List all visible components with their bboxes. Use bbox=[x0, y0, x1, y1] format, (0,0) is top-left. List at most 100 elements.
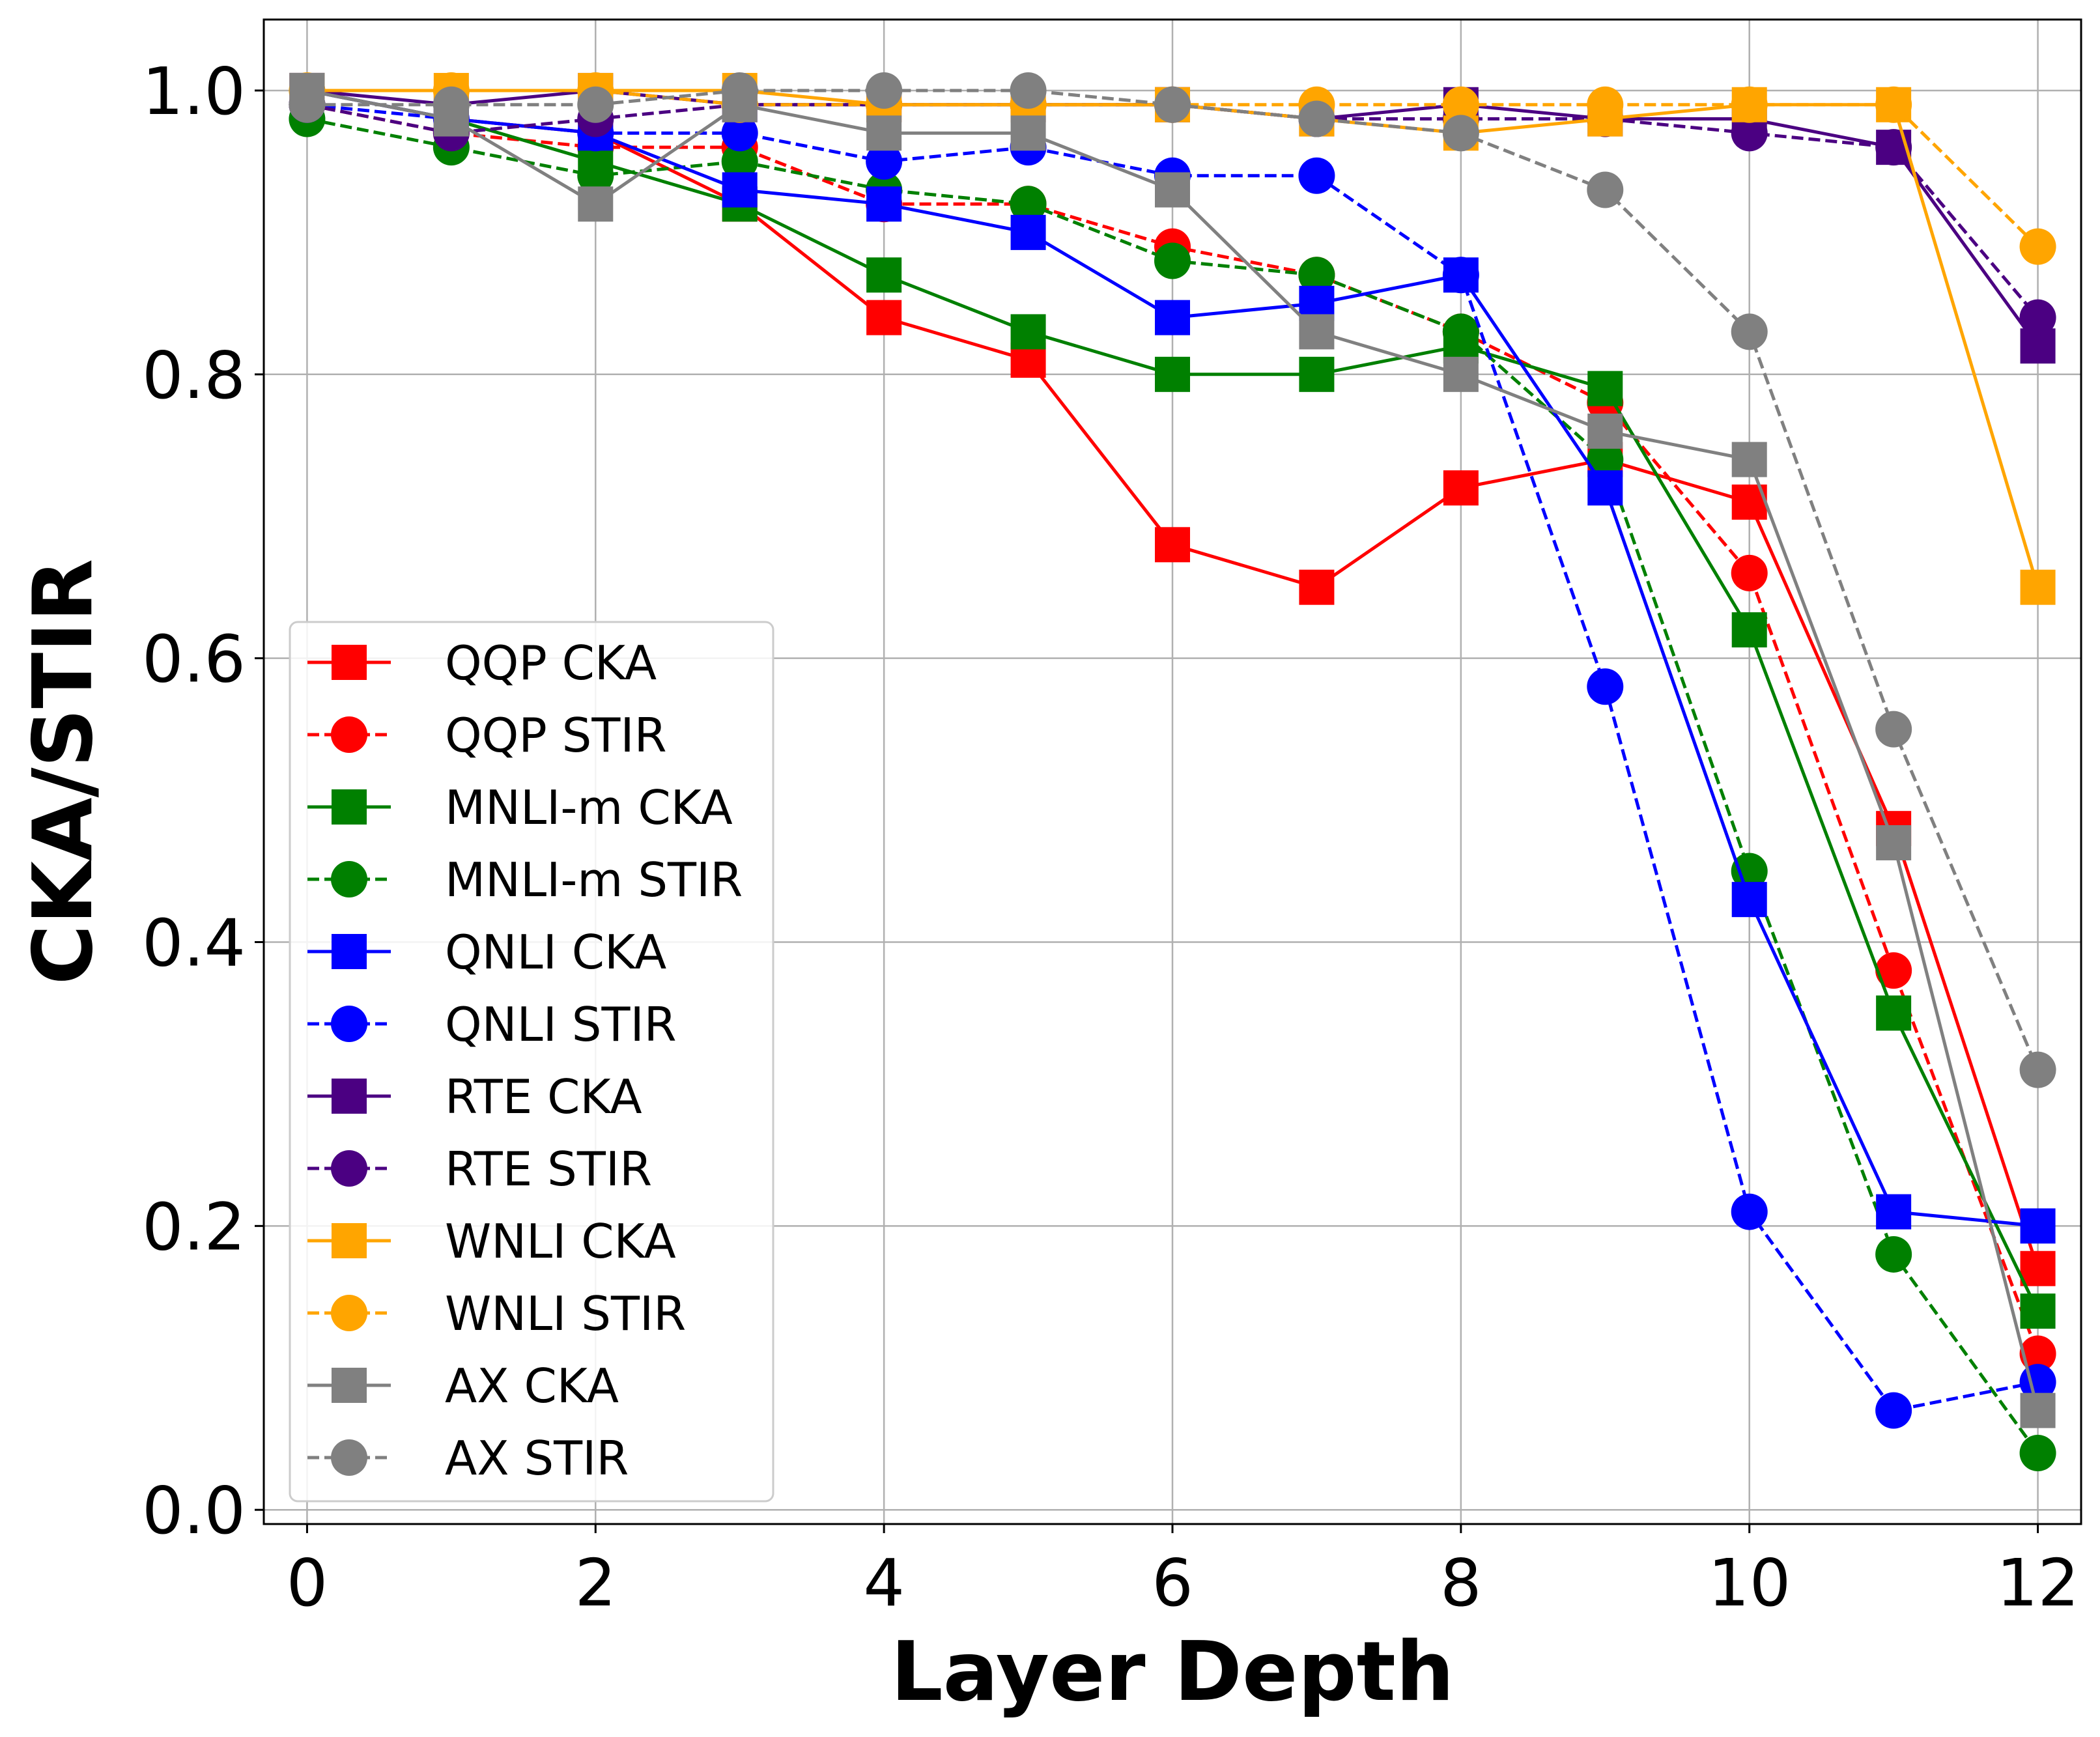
data-point-square bbox=[1876, 995, 1912, 1031]
data-point-circle bbox=[1010, 72, 1047, 109]
legend-label: RTE CKA bbox=[445, 1069, 642, 1124]
y-tick-label: 0.4 bbox=[142, 905, 246, 981]
data-point-circle bbox=[1587, 86, 1624, 123]
legend-label: AX STIR bbox=[445, 1431, 629, 1486]
legend-item-qqp-stir: QQP STIR bbox=[307, 708, 667, 763]
data-point-circle bbox=[866, 72, 903, 109]
data-point-circle bbox=[1442, 115, 1479, 152]
data-point-circle bbox=[1875, 1236, 1912, 1273]
data-point-circle bbox=[2019, 299, 2056, 336]
legend-marker-circle bbox=[331, 1006, 367, 1042]
data-point-circle bbox=[1154, 86, 1191, 123]
data-point-square bbox=[1731, 442, 1767, 477]
data-point-circle bbox=[1587, 668, 1624, 705]
legend-item-rte-cka: RTE CKA bbox=[307, 1069, 642, 1124]
data-point-circle bbox=[866, 143, 903, 180]
x-tick-label: 8 bbox=[1440, 1545, 1482, 1621]
legend-label: WNLI CKA bbox=[445, 1214, 676, 1269]
data-point-circle bbox=[721, 143, 758, 180]
x-tick-label: 0 bbox=[287, 1545, 328, 1621]
data-point-square bbox=[1299, 569, 1335, 605]
legend-label: WNLI STIR bbox=[445, 1286, 686, 1341]
legend-marker-circle bbox=[331, 1150, 367, 1187]
legend-label: MNLI-m CKA bbox=[445, 780, 733, 835]
data-point-square bbox=[866, 257, 902, 293]
data-point-square bbox=[2020, 1392, 2056, 1428]
legend-marker-square bbox=[332, 934, 367, 969]
data-point-circle bbox=[1875, 86, 1912, 123]
legend-marker-square bbox=[332, 1368, 367, 1403]
data-point-square bbox=[578, 186, 614, 222]
data-point-square bbox=[866, 115, 902, 151]
data-point-square bbox=[1155, 527, 1190, 563]
data-point-circle bbox=[1442, 257, 1479, 294]
data-point-square bbox=[1443, 356, 1479, 392]
legend-item-qnli-stir: QNLI STIR bbox=[307, 997, 677, 1052]
data-point-circle bbox=[1731, 313, 1768, 350]
data-point-circle bbox=[289, 86, 326, 123]
data-point-square bbox=[2020, 1293, 2056, 1329]
legend-marker-circle bbox=[331, 1295, 367, 1331]
legend-label: RTE STIR bbox=[445, 1142, 652, 1196]
legend-label: QNLI STIR bbox=[445, 997, 677, 1052]
data-point-circle bbox=[1587, 171, 1624, 208]
legend-label: QQP CKA bbox=[445, 636, 657, 690]
x-tick-label: 4 bbox=[863, 1545, 905, 1621]
legend-marker-square bbox=[332, 1079, 367, 1114]
data-point-square bbox=[1443, 470, 1479, 506]
legend-item-wnli-cka: WNLI CKA bbox=[307, 1214, 676, 1269]
data-point-square bbox=[1587, 413, 1623, 449]
legend-marker-square bbox=[332, 789, 367, 825]
data-point-square bbox=[1299, 356, 1335, 392]
x-tick-label: 2 bbox=[575, 1545, 616, 1621]
x-tick-label: 10 bbox=[1708, 1545, 1791, 1621]
data-point-circle bbox=[1587, 441, 1624, 478]
data-point-square bbox=[722, 172, 758, 208]
data-point-circle bbox=[1731, 86, 1768, 123]
y-tick-label: 1.0 bbox=[142, 53, 246, 130]
data-point-square bbox=[1587, 470, 1623, 506]
data-point-circle bbox=[1010, 186, 1047, 223]
data-point-circle bbox=[433, 86, 470, 123]
legend-item-mnli-m-stir: MNLI-m STIR bbox=[307, 853, 743, 907]
data-point-circle bbox=[1298, 257, 1335, 294]
data-point-square bbox=[1010, 214, 1046, 250]
data-point-circle bbox=[577, 157, 614, 194]
data-point-circle bbox=[1442, 86, 1479, 123]
data-point-square bbox=[1155, 172, 1190, 208]
y-tick-label: 0.0 bbox=[142, 1473, 246, 1549]
x-tick-label: 6 bbox=[1152, 1545, 1193, 1621]
data-point-square bbox=[2020, 1250, 2056, 1286]
data-point-circle bbox=[721, 72, 758, 109]
x-axis-title: Layer Depth bbox=[890, 1624, 1454, 1719]
data-point-circle bbox=[2019, 1051, 2056, 1088]
data-point-square bbox=[1155, 300, 1190, 335]
y-tick-label: 0.8 bbox=[142, 337, 246, 414]
data-point-square bbox=[1731, 612, 1767, 648]
data-point-square bbox=[2020, 1208, 2056, 1244]
legend-box bbox=[289, 621, 774, 1503]
legend-item-rte-stir: RTE STIR bbox=[307, 1142, 652, 1196]
data-point-circle bbox=[2019, 228, 2056, 265]
data-point-square bbox=[866, 186, 902, 222]
data-point-circle bbox=[1442, 313, 1479, 350]
data-point-square bbox=[866, 300, 902, 335]
data-point-square bbox=[1731, 882, 1767, 918]
data-point-square bbox=[1155, 356, 1190, 392]
data-point-circle bbox=[1875, 1392, 1912, 1429]
series-ax-cka bbox=[289, 72, 2056, 1428]
data-point-square bbox=[1010, 115, 1046, 151]
y-tick-label: 0.6 bbox=[142, 621, 246, 698]
legend-item-qnli-cka: QNLI CKA bbox=[307, 925, 666, 980]
data-point-square bbox=[1010, 314, 1046, 350]
y-axis: 0.0 0.2 0.4 0.6 0.8 1.0 bbox=[142, 53, 264, 1549]
legend-label: AX CKA bbox=[445, 1359, 619, 1413]
legend-marker-circle bbox=[331, 716, 367, 753]
legend-item-wnli-stir: WNLI STIR bbox=[307, 1286, 686, 1341]
legend-label: QQP STIR bbox=[445, 708, 667, 763]
legend: QQP CKA QQP STIR MNLI-m CKA MNLI-m STIR QNLI… bbox=[289, 621, 774, 1503]
data-point-circle bbox=[577, 86, 614, 123]
data-point-circle bbox=[1731, 554, 1768, 591]
data-point-circle bbox=[1731, 853, 1768, 890]
